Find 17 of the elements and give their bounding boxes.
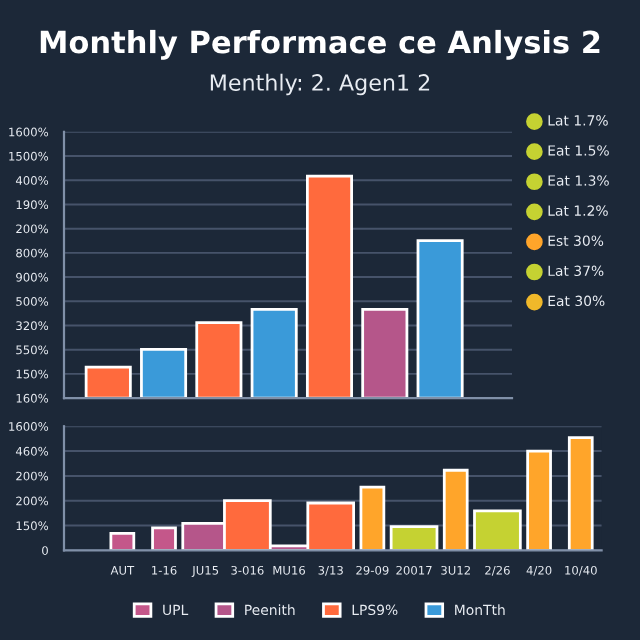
bar xyxy=(473,509,522,551)
chart-title: Monthly Performace ce Anlysis 2 xyxy=(40,29,600,60)
bar xyxy=(84,365,132,399)
chart-subtitle: Menthly: 2. Agen1 2 xyxy=(210,73,430,96)
bar xyxy=(567,436,594,551)
bar xyxy=(305,174,353,399)
bar xyxy=(151,526,177,551)
bar xyxy=(195,321,243,399)
bar xyxy=(140,347,188,399)
bar xyxy=(526,449,552,551)
bar xyxy=(250,307,298,399)
bar xyxy=(109,532,136,551)
bar xyxy=(389,525,439,551)
bar xyxy=(416,239,464,399)
bar xyxy=(361,307,409,399)
bar xyxy=(359,485,386,551)
bar xyxy=(442,468,469,551)
